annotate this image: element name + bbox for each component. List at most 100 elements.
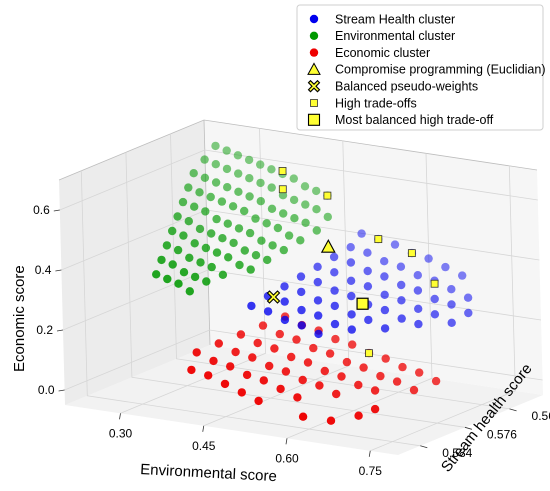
env-point: [267, 204, 277, 213]
stream-point: [297, 287, 306, 297]
env-point: [301, 218, 310, 227]
stream-point: [330, 301, 339, 311]
high-tradeoff-marker: [374, 235, 383, 244]
env-point: [300, 182, 310, 191]
env-point: [245, 174, 254, 183]
env-point: [168, 260, 177, 269]
high-tradeoff-marker: [407, 249, 416, 258]
env-point: [235, 260, 244, 270]
x-tick-label: 0.60: [275, 451, 299, 465]
econ-point: [331, 334, 340, 344]
env-point: [189, 169, 198, 178]
env-point: [217, 197, 227, 206]
data-points: [152, 141, 473, 425]
z-grid-line: [59, 149, 538, 211]
high-tradeoff-marker: [323, 191, 332, 200]
env-point: [195, 224, 205, 234]
econ-point: [381, 354, 390, 363]
env-point: [267, 183, 276, 192]
econ-point: [409, 385, 419, 395]
z-grid-line: [62, 269, 542, 331]
y-grid-line: [125, 152, 465, 428]
compromise-programming-marker: [320, 239, 336, 253]
env-point: [234, 169, 243, 178]
z-tick-mark: [56, 329, 64, 332]
stream-point: [380, 290, 389, 299]
env-point: [234, 187, 243, 196]
econ-point: [348, 340, 357, 349]
env-point: [256, 197, 265, 206]
stream-point: [397, 314, 406, 323]
stream-point: [380, 272, 389, 281]
stream-point: [463, 293, 473, 302]
y-tick-label: 0.568: [532, 409, 550, 423]
env-point: [268, 241, 277, 250]
env-point: [279, 209, 288, 218]
env-point: [163, 274, 172, 284]
stream-point: [314, 311, 323, 320]
legend-marker-econ: [309, 48, 319, 57]
stream-point: [297, 305, 306, 315]
env-point: [200, 155, 209, 164]
stream-point: [414, 304, 423, 313]
env-point: [301, 200, 310, 209]
econ-point: [320, 366, 329, 376]
env-point: [178, 197, 188, 207]
econ-point: [236, 330, 246, 339]
econ-point: [392, 377, 402, 386]
stream-point: [414, 319, 423, 329]
env-point: [222, 146, 231, 155]
x-tick-mark: [368, 450, 371, 457]
env-point: [190, 202, 199, 211]
econ-point: [270, 344, 279, 353]
stream-point: [314, 329, 323, 339]
econ-point: [325, 349, 335, 358]
env-point: [257, 236, 266, 245]
stream-point: [430, 294, 439, 304]
stream-point: [447, 285, 456, 294]
env-point: [212, 248, 222, 257]
stream-point: [447, 318, 456, 327]
env-point: [185, 287, 194, 296]
z-tick-label: 0.4: [35, 263, 52, 277]
y-tick-mark: [420, 445, 428, 449]
econ-point: [220, 379, 230, 389]
stream-point: [464, 308, 473, 318]
stream-point: [430, 310, 440, 319]
env-point: [157, 255, 166, 265]
econ-point: [309, 343, 318, 353]
econ-point: [192, 348, 201, 357]
x-tick-label: 0.45: [192, 439, 216, 453]
env-point: [284, 231, 294, 240]
econ-point: [276, 384, 285, 394]
env-point: [174, 279, 183, 288]
stream-point: [380, 324, 390, 333]
legend-label-cp: Compromise programming (Euclidian): [335, 63, 546, 77]
env-point: [251, 214, 260, 223]
env-point: [246, 265, 255, 274]
econ-point: [293, 393, 302, 402]
econ-point: [254, 396, 263, 406]
econ-point: [231, 347, 240, 357]
env-point: [296, 236, 305, 245]
econ-point: [214, 339, 223, 348]
stream-point: [313, 296, 323, 305]
econ-point: [332, 389, 341, 399]
x-tick-label: 0.75: [359, 464, 383, 478]
x-tick-mark: [119, 413, 121, 420]
env-point: [218, 270, 228, 279]
z-tick-label: 0.6: [33, 203, 50, 217]
env-point: [195, 188, 204, 197]
high-tradeoff-marker: [430, 279, 439, 288]
econ-point: [298, 412, 308, 421]
stream-point: [330, 286, 339, 295]
econ-point: [265, 361, 274, 371]
legend-marker-mbhto: [307, 113, 321, 126]
env-point: [289, 195, 299, 205]
env-point: [207, 229, 216, 238]
econ-point: [242, 370, 252, 380]
stream-point: [296, 272, 306, 281]
stream-point: [346, 276, 356, 285]
axis-panes: [58, 119, 543, 455]
x-tick-mark: [285, 438, 288, 445]
